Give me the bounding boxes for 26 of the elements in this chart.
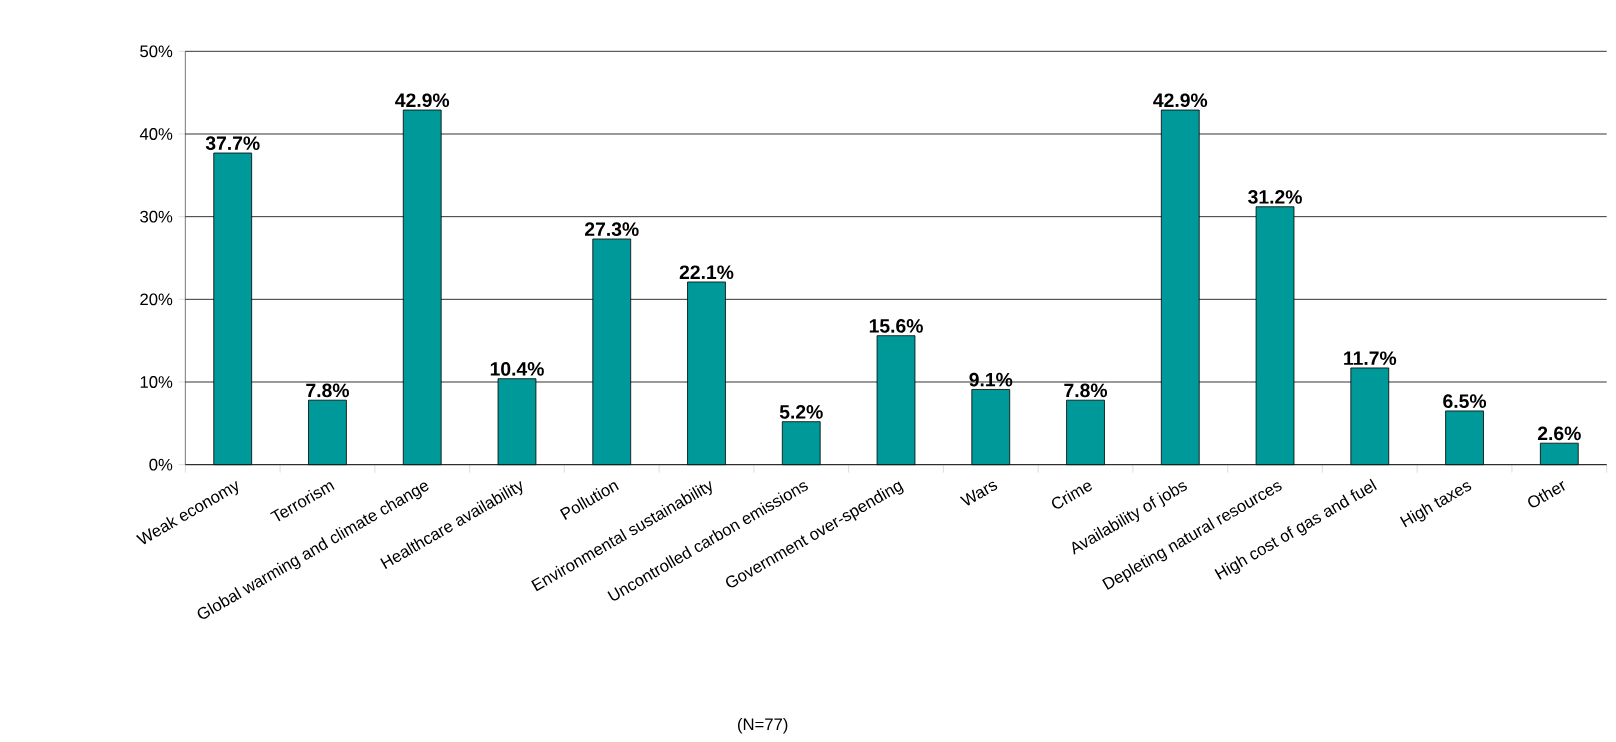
y-tick-label: 0% [149,458,173,471]
y-tick-label: 50% [140,45,173,58]
data-label: 15.6% [869,319,923,333]
data-label: 22.1% [679,265,734,280]
x-tick-label: Other [1528,481,1565,508]
y-tick-label: 30% [140,210,173,223]
data-label: 6.5% [1443,394,1487,408]
data-label: 7.8% [1064,383,1108,398]
data-label: 27.3% [585,222,639,237]
x-tick-label: Wars [959,481,998,506]
data-label: 5.2% [779,405,823,419]
text: (N=77) [738,717,788,734]
y-tick-label: 20% [140,293,173,306]
x-tick-label: High taxes [1399,482,1472,528]
data-label: 7.8% [306,383,349,398]
data-label: 37.7% [205,136,260,151]
data-label: 9.1% [969,372,1013,387]
data-label: 42.9% [395,93,450,108]
data-label: 11.7% [1344,351,1397,366]
data-label: 42.9% [1153,93,1208,108]
data-label: 2.6% [1537,426,1581,441]
data-label: 31.2% [1248,190,1302,204]
x-tick-label: Crime [1052,482,1092,509]
y-tick-label: 10% [140,376,173,388]
y-tick-label: 40% [139,128,173,140]
data-label: 10.4% [490,362,544,376]
